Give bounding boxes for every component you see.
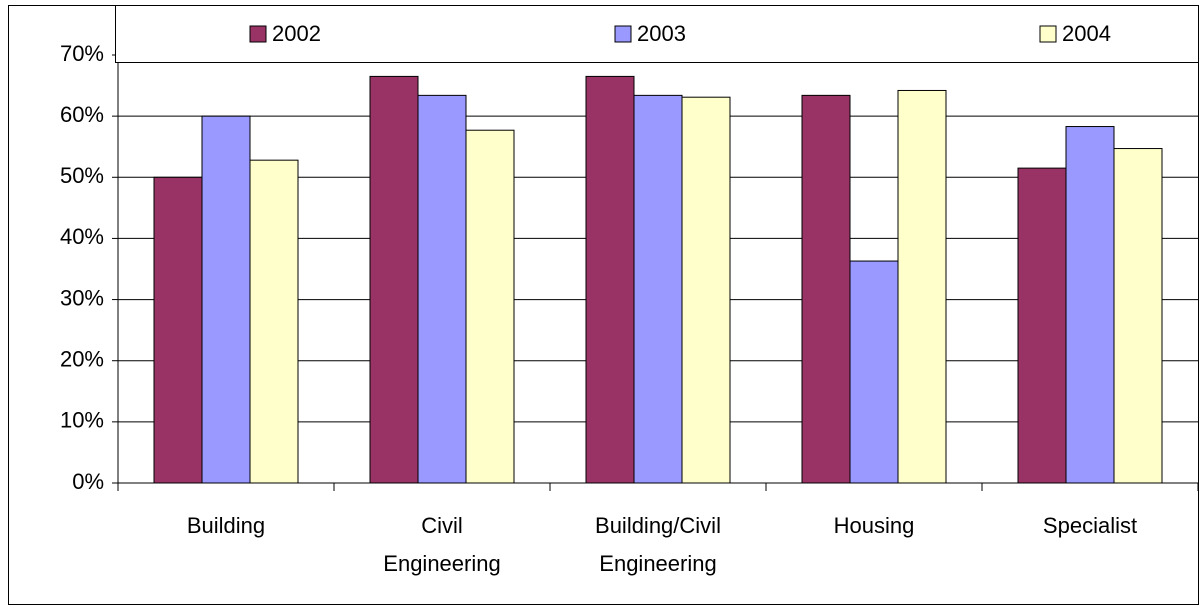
legend-swatch xyxy=(614,25,632,43)
x-tick-label: Civil Engineering xyxy=(383,513,500,576)
x-tick-label: Specialist xyxy=(1043,513,1137,538)
bar xyxy=(897,89,947,484)
bar xyxy=(633,94,683,484)
bar xyxy=(585,75,635,484)
y-tick-label: 40% xyxy=(60,224,104,249)
y-tick-label: 20% xyxy=(60,347,104,372)
bar xyxy=(801,94,851,484)
x-tick-label: Building/Civil Engineering xyxy=(595,513,721,576)
bar xyxy=(1065,126,1115,484)
y-tick-label: 70% xyxy=(60,41,104,66)
legend-box xyxy=(115,5,1199,63)
y-tick-label: 60% xyxy=(60,102,104,127)
y-tick-label: 10% xyxy=(60,408,104,433)
bar xyxy=(849,260,899,484)
bar xyxy=(1113,148,1163,484)
bar xyxy=(465,129,515,484)
legend-swatch xyxy=(1039,25,1057,43)
y-tick-label: 0% xyxy=(72,469,104,494)
legend-label: 2002 xyxy=(272,21,321,46)
bar xyxy=(249,159,299,484)
x-tick-label: Housing xyxy=(834,513,915,538)
legend-swatch xyxy=(249,25,267,43)
bar xyxy=(417,94,467,484)
y-tick-label: 30% xyxy=(60,285,104,310)
bar xyxy=(153,176,203,484)
legend-label: 2004 xyxy=(1062,21,1111,46)
bar xyxy=(201,115,251,484)
x-tick-label: Building xyxy=(187,513,265,538)
bar xyxy=(1017,167,1067,484)
bar xyxy=(369,75,419,484)
bar xyxy=(681,96,731,484)
y-tick-label: 50% xyxy=(60,163,104,188)
legend-label: 2003 xyxy=(637,21,686,46)
